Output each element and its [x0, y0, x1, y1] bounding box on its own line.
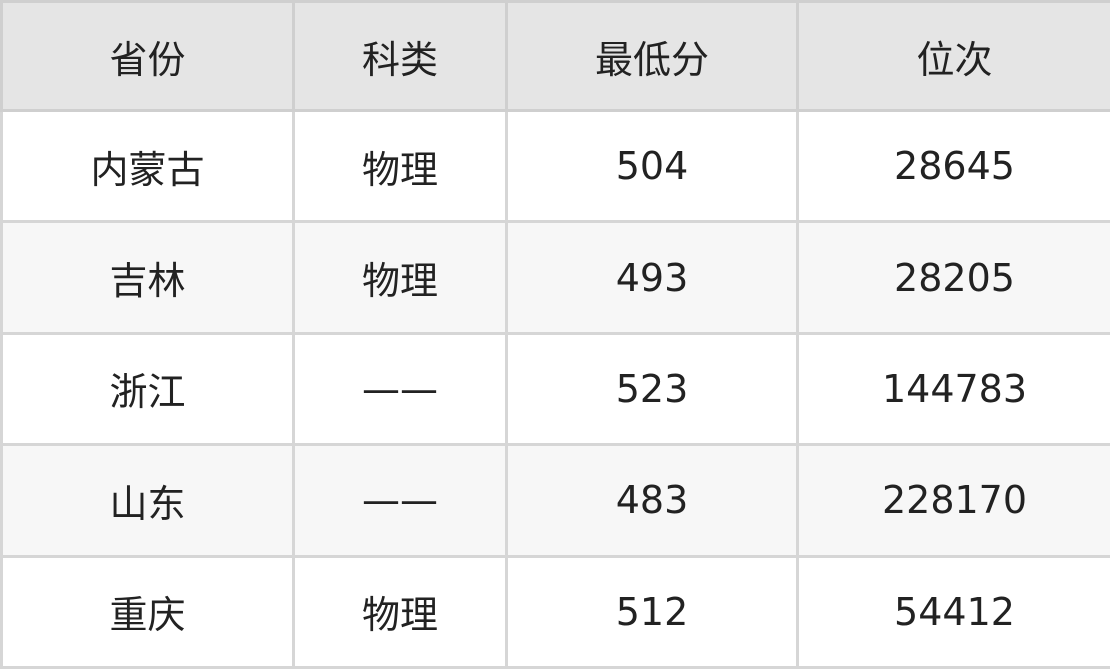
cell-min-score: 483: [505, 443, 799, 558]
cell-min-score: 504: [505, 108, 799, 224]
cell-rank: 28205: [796, 220, 1110, 335]
cell-subject: ——: [292, 443, 508, 558]
table-row: 浙江 —— 523 144783: [0, 331, 1110, 447]
cell-subject: ——: [292, 331, 508, 447]
table-row: 重庆 物理 512 54412: [0, 554, 1110, 669]
cell-min-score: 512: [505, 554, 799, 669]
cell-subject: 物理: [292, 108, 508, 224]
cell-subject: 物理: [292, 554, 508, 669]
header-min-score: 最低分: [505, 0, 799, 112]
header-row: 省份 科类 最低分 位次: [0, 0, 1110, 112]
header-subject: 科类: [292, 0, 508, 112]
cell-rank: 54412: [796, 554, 1110, 669]
cell-subject: 物理: [292, 220, 508, 335]
table-row: 吉林 物理 493 28205: [0, 220, 1110, 335]
cell-province: 重庆: [0, 554, 295, 669]
header-rank: 位次: [796, 0, 1110, 112]
cell-rank: 228170: [796, 443, 1110, 558]
cell-province: 山东: [0, 443, 295, 558]
header-province: 省份: [0, 0, 295, 112]
cell-province: 吉林: [0, 220, 295, 335]
cell-rank: 28645: [796, 108, 1110, 224]
cell-province: 浙江: [0, 331, 295, 447]
cell-min-score: 493: [505, 220, 799, 335]
table-row: 内蒙古 物理 504 28645: [0, 108, 1110, 224]
cell-rank: 144783: [796, 331, 1110, 447]
table-row: 山东 —— 483 228170: [0, 443, 1110, 558]
cell-province: 内蒙古: [0, 108, 295, 224]
cell-min-score: 523: [505, 331, 799, 447]
